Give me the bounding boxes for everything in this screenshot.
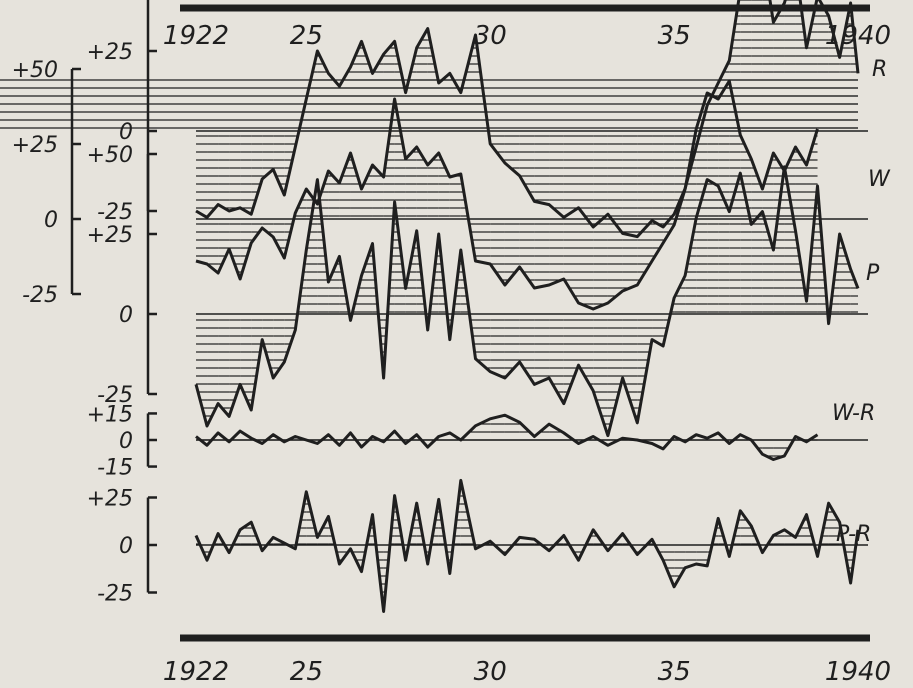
p-y-tick-label: +50 — [87, 143, 133, 168]
p-r-y-tick-label: -25 — [97, 582, 133, 607]
w-y-tick-label: +25 — [12, 133, 58, 158]
top-time-axis-tick-label: 30 — [474, 21, 507, 51]
p-panel-label: P — [866, 261, 880, 286]
w-r-y-tick-label: +15 — [87, 402, 133, 427]
p-y-tick-label: -25 — [97, 383, 133, 408]
bottom-time-axis-tick-label: 35 — [658, 657, 691, 684]
bottom-time-axis-tick-label: 1940 — [825, 657, 891, 684]
w-y-tick-label: -25 — [22, 283, 58, 308]
p-r-series-line — [194, 478, 860, 613]
p-series-line — [194, 165, 860, 438]
w-r-y-tick-label: -15 — [97, 456, 133, 481]
top-time-axis-tick-label: 25 — [290, 21, 323, 51]
r-series-line — [195, 0, 860, 239]
p-r-y-tick-label: +25 — [87, 487, 133, 512]
p-r-y-tick-label: 0 — [119, 534, 133, 559]
top-time-axis-tick-label: 35 — [658, 21, 691, 51]
r-panel-label: R — [872, 57, 887, 82]
bottom-time-axis-tick-label: 1922 — [163, 657, 229, 684]
p-y-tick-label: 0 — [119, 303, 133, 328]
w-series-line — [195, 79, 819, 311]
w-r-panel-label: W-R — [832, 401, 875, 426]
top-time-axis-tick-label: 1922 — [163, 21, 229, 51]
p-y-tick-label: +25 — [87, 223, 133, 248]
r-y-tick-label: 0 — [119, 120, 133, 145]
r-y-tick-label: -25 — [97, 200, 133, 225]
w-r-series-line — [195, 413, 819, 461]
w-panel-label: W — [868, 167, 891, 192]
w-y-tick-label: +50 — [12, 58, 58, 83]
w-r-y-tick-label: 0 — [119, 429, 133, 454]
bottom-time-axis-tick-label: 25 — [290, 657, 323, 684]
bottom-time-axis-tick-label: 30 — [474, 657, 507, 684]
r-y-tick-label: +25 — [87, 40, 133, 65]
w-y-tick-label: 0 — [44, 208, 58, 233]
p-r-panel-label: P-R — [836, 522, 871, 547]
